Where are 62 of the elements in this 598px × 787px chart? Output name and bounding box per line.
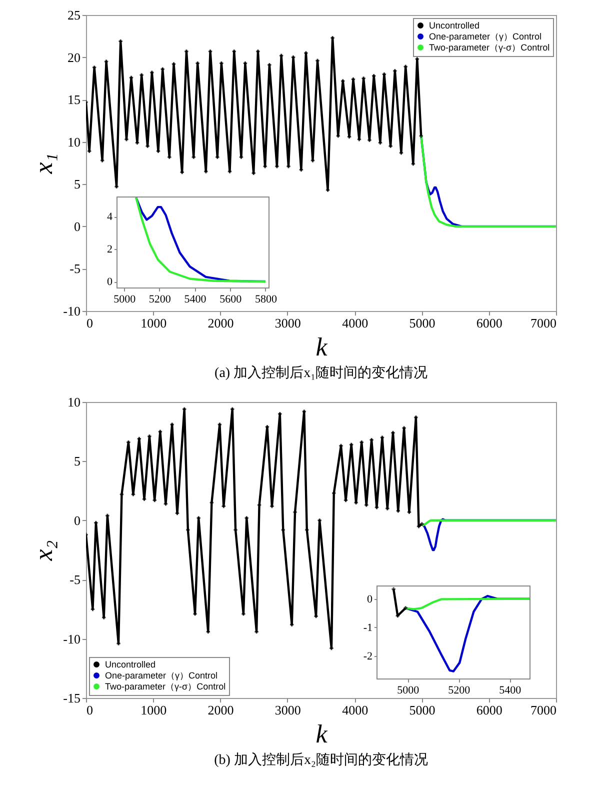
x-tick-label: 7000 (530, 316, 556, 330)
x-tick-label: 4000 (342, 316, 368, 330)
x-tick-label: 7000 (530, 702, 556, 718)
point (392, 587, 396, 592)
x-tick-label: 3000 (274, 316, 301, 330)
y-tick-label: 5 (74, 176, 80, 192)
y-tick-label: -10 (63, 631, 80, 646)
x-tick-label: 4000 (342, 702, 368, 718)
y-tick-label: 0 (107, 276, 113, 288)
x-tick-label: 6000 (476, 316, 502, 330)
x-tick-label: 5000 (409, 316, 436, 330)
x-tick-label: 0 (86, 702, 93, 718)
y-tick-label: 20 (68, 50, 80, 65)
x-tick-label: 3000 (274, 702, 301, 718)
y-tick-label: -5 (70, 572, 80, 588)
legend-label: Uncontrolled (105, 660, 156, 670)
y-tick-label: -1 (363, 622, 372, 634)
legend-label: Uncontrolled (429, 20, 480, 30)
y-tick-label: 5 (74, 454, 80, 469)
x-tick-label: 5800 (254, 294, 278, 306)
x-tick-label: 5200 (448, 684, 471, 696)
x-tick-label: 5400 (184, 294, 207, 306)
y-tick-label: 10 (68, 394, 80, 410)
x-tick-label: 5000 (409, 702, 436, 718)
legend-label: Two-parameter（γ-σ）Control (429, 42, 550, 52)
legend-label: Two-parameter（γ-σ）Control (105, 682, 226, 692)
x-tick-label: 5000 (397, 684, 420, 696)
y-axis-title: x₁ (29, 153, 58, 175)
y-tick-label: 0 (367, 593, 373, 606)
text: (a) 加入控制后x₁随时间的变化情况 (214, 365, 428, 381)
y-tick-label: -10 (63, 304, 80, 318)
point (420, 522, 424, 526)
x-tick-label: 5400 (499, 684, 522, 696)
x-tick-label: 2000 (208, 316, 234, 330)
y-tick-label: 10 (68, 134, 80, 150)
legend-label: One-parameter（γ）Control (105, 670, 218, 680)
point (404, 606, 408, 610)
line-series (86, 36, 423, 192)
y-tick-label: -15 (63, 690, 80, 706)
x-tick-label: 2000 (208, 702, 234, 718)
x-tick-label: 5200 (148, 294, 172, 306)
line-series (86, 407, 424, 650)
y-tick-label: 25 (68, 8, 80, 22)
x-tick-label: 0 (86, 316, 93, 330)
line-series (404, 598, 531, 610)
x-tick-label: 6000 (476, 702, 502, 718)
y-tick-label: -2 (363, 650, 372, 663)
y-axis-title: x₂ (29, 540, 58, 562)
y-tick-label: 0 (74, 512, 80, 528)
y-tick-label: 4 (107, 211, 113, 223)
x-tick-label: 1000 (140, 316, 167, 330)
x-tick-label: 5000 (114, 294, 136, 306)
legend-label: One-parameter（γ）Control (429, 32, 542, 42)
x-tick-label: 1000 (140, 702, 167, 718)
text: (b) 加入控制后x₂随时间的变化情况 (214, 752, 428, 768)
y-tick-label: 2 (107, 244, 112, 256)
y-tick-label: -5 (70, 261, 80, 276)
y-tick-label: 0 (74, 218, 80, 234)
x-axis-title: k (316, 332, 328, 362)
y-tick-label: 15 (68, 92, 80, 108)
x-axis-title: k (316, 720, 328, 748)
x-tick-label: 5600 (220, 294, 242, 306)
